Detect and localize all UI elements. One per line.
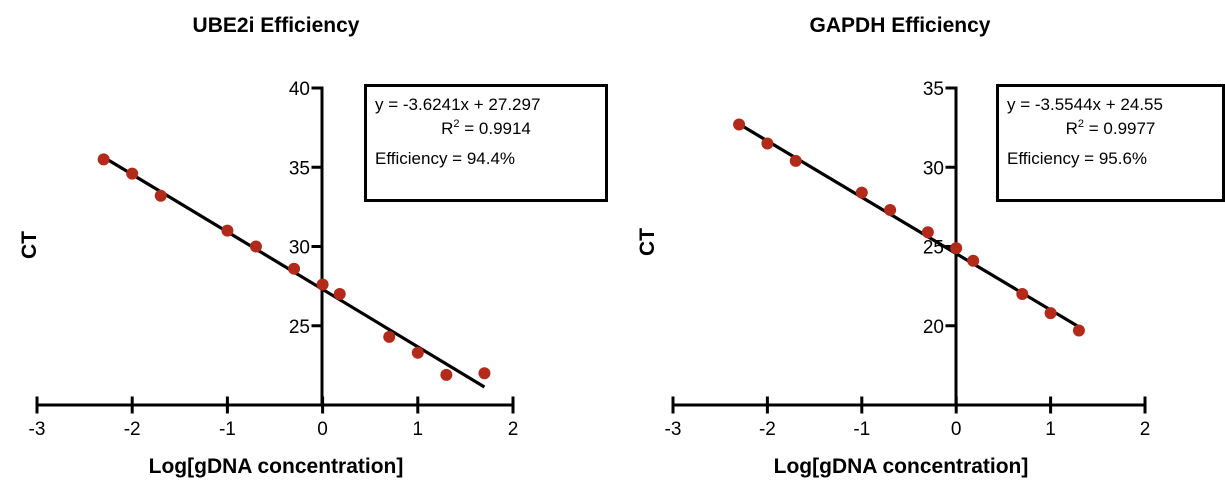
y-tick-label: 35 xyxy=(923,79,944,100)
data-point xyxy=(950,242,963,255)
chart-panel-gapdh: GAPDH Efficiency CT Log[gDNA concentrati… xyxy=(612,0,1225,484)
y-tick-label: 40 xyxy=(289,79,310,100)
data-point xyxy=(1044,307,1057,320)
x-tick-label: -2 xyxy=(759,419,776,440)
data-point xyxy=(921,226,934,239)
x-tick-label: 1 xyxy=(413,419,424,440)
data-point xyxy=(154,189,167,202)
r-squared: R2 = 0.9914 xyxy=(441,118,531,139)
x-axis-label: Log[gDNA concentration] xyxy=(773,455,1029,478)
regression-equation: y = -3.5544x + 24.55 xyxy=(1007,95,1163,114)
x-tick-label: -3 xyxy=(29,419,46,440)
data-point xyxy=(855,186,868,199)
x-tick-label: -2 xyxy=(124,419,141,440)
chart-title: UBE2i Efficiency xyxy=(192,14,360,37)
data-point xyxy=(249,240,262,253)
efficiency-value: Efficiency = 95.6% xyxy=(1007,149,1148,168)
x-tick-label: -1 xyxy=(219,419,236,440)
regression-annotation-box: y = -3.5544x + 24.55 R2 = 0.9977 Efficie… xyxy=(996,84,1225,202)
data-point xyxy=(733,118,746,131)
data-point xyxy=(411,346,424,359)
data-point xyxy=(789,154,802,167)
chart-panel-ube2i: UBE2i Efficiency CT Log[gDNA concentrati… xyxy=(0,0,612,484)
data-point xyxy=(97,153,110,166)
data-point xyxy=(884,204,897,217)
data-point xyxy=(967,254,980,267)
x-tick-label: 2 xyxy=(508,419,519,440)
data-point xyxy=(1016,288,1029,301)
regression-annotation-box: y = -3.6241x + 27.297 R2 = 0.9914 Effici… xyxy=(364,84,608,202)
r-squared: R2 = 0.9977 xyxy=(1065,118,1156,139)
data-point xyxy=(288,262,301,275)
x-tick-label: 0 xyxy=(951,419,962,440)
plot-area: -3 -2 -1 0 1 2 25 30 35 40 xyxy=(29,79,519,440)
regression-equation: y = -3.6241x + 27.297 xyxy=(375,95,541,114)
chart-title: GAPDH Efficiency xyxy=(809,14,991,37)
data-point xyxy=(316,278,329,291)
y-tick-label: 30 xyxy=(289,238,310,259)
y-tick-label: 25 xyxy=(289,317,310,338)
x-tick-label: 0 xyxy=(317,419,328,440)
data-point xyxy=(478,367,491,380)
y-tick-label: 30 xyxy=(923,158,944,179)
x-tick-label: 2 xyxy=(1140,419,1151,440)
data-point xyxy=(440,368,453,381)
data-point xyxy=(383,330,396,343)
y-tick-label: 20 xyxy=(923,317,944,338)
data-point xyxy=(126,167,139,180)
data-point xyxy=(1072,324,1085,337)
y-tick-label: 35 xyxy=(289,158,310,179)
data-point xyxy=(221,224,234,237)
x-tick-label: 1 xyxy=(1045,419,1056,440)
x-tick-label: -1 xyxy=(853,419,870,440)
x-axis-label: Log[gDNA concentration] xyxy=(148,455,404,478)
data-point xyxy=(333,288,346,301)
data-point xyxy=(761,137,774,150)
x-tick-label: -3 xyxy=(665,419,682,440)
efficiency-value: Efficiency = 94.4% xyxy=(375,149,516,168)
